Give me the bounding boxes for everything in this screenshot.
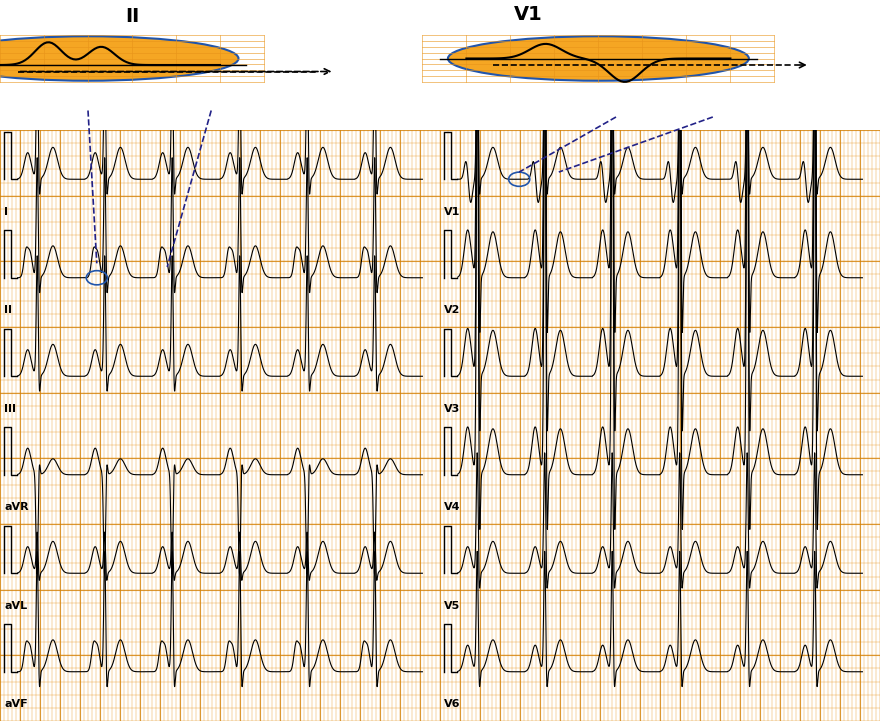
Text: V2: V2	[444, 305, 461, 315]
Text: V5: V5	[444, 601, 460, 611]
Circle shape	[448, 36, 749, 81]
Text: aVR: aVR	[4, 503, 29, 512]
Text: III: III	[4, 404, 17, 414]
Text: I: I	[4, 207, 9, 217]
Text: V4: V4	[444, 503, 461, 512]
Text: V1: V1	[444, 207, 461, 217]
Text: II: II	[125, 7, 139, 26]
Text: V6: V6	[444, 699, 461, 709]
Text: V1: V1	[514, 4, 542, 24]
Text: aVL: aVL	[4, 601, 27, 611]
Text: II: II	[4, 305, 12, 315]
Text: V3: V3	[444, 404, 460, 414]
Text: aVF: aVF	[4, 699, 28, 709]
Circle shape	[0, 36, 238, 81]
